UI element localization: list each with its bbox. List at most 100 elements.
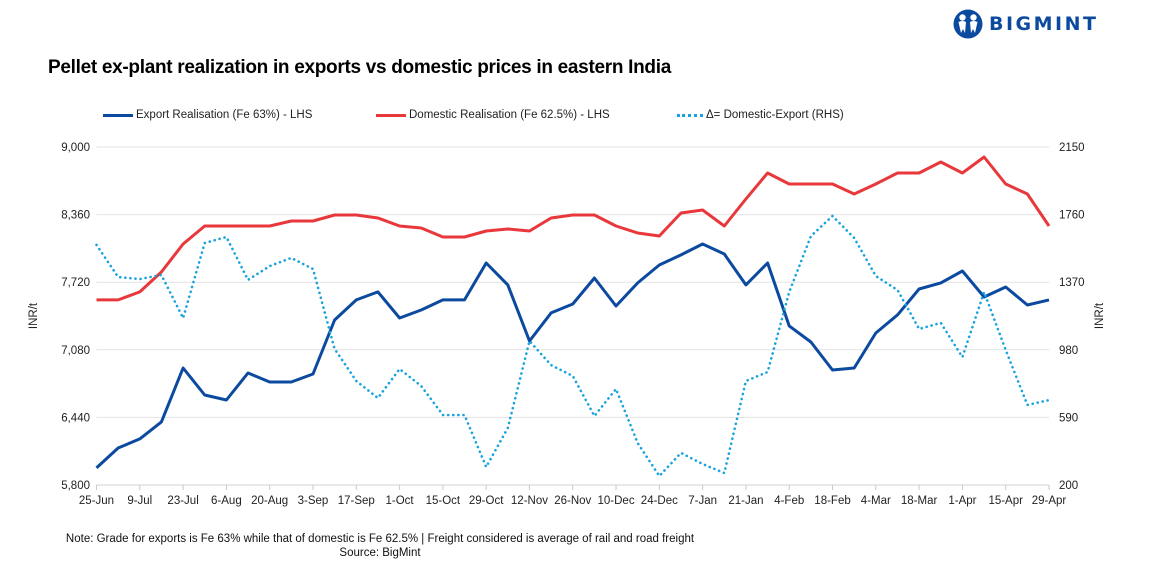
delta-data-point — [95, 243, 99, 247]
export-data-point — [592, 276, 596, 280]
legend-swatch-export — [103, 113, 133, 117]
domestic-data-point — [116, 298, 120, 302]
delta-data-point — [614, 387, 618, 391]
x-tick-label: 29-Oct — [469, 495, 504, 507]
export-series-line — [95, 242, 1050, 470]
x-tick-label: 23-Jul — [167, 495, 198, 507]
delta-data-point — [1025, 403, 1029, 407]
delta-data-point — [311, 267, 315, 271]
export-data-point — [246, 371, 250, 375]
delta-data-point — [571, 374, 575, 378]
domestic-data-point — [463, 235, 467, 239]
export-data-point — [398, 316, 402, 320]
x-tick-label: 15-Oct — [426, 495, 461, 507]
export-data-point — [1004, 285, 1008, 289]
domestic-data-point — [268, 224, 272, 228]
x-tick-label: 9-Jul — [127, 495, 152, 507]
delta-data-point — [203, 241, 207, 245]
export-data-point — [917, 287, 921, 291]
delta-data-point — [766, 370, 770, 374]
y-tick-label-right: 1370 — [1059, 277, 1085, 289]
export-data-point — [95, 466, 99, 470]
y-tick-label-left: 6,440 — [61, 412, 90, 424]
legend-swatch-domestic — [376, 113, 406, 117]
y-tick-label-right: 1760 — [1059, 210, 1085, 222]
export-data-point — [549, 311, 553, 315]
y-tick-label-left: 7,080 — [61, 345, 90, 357]
delta-data-point — [354, 379, 358, 383]
x-tick-label: 15-Apr — [988, 495, 1023, 507]
x-tick-label: 3-Sep — [298, 495, 329, 507]
export-data-point — [138, 437, 142, 441]
delta-data-point — [138, 277, 142, 281]
domestic-data-point — [917, 171, 921, 175]
delta-data-point — [1047, 398, 1051, 402]
delta-data-point — [636, 441, 640, 445]
delta-data-point — [289, 256, 293, 260]
export-data-point — [441, 298, 445, 302]
export-data-point — [701, 242, 705, 246]
delta-data-point — [679, 451, 683, 455]
y-tick-label-left: 9,000 — [61, 142, 90, 154]
domestic-data-point — [527, 229, 531, 233]
domestic-data-point — [809, 182, 813, 186]
export-data-point — [159, 420, 163, 424]
export-data-point — [419, 308, 423, 312]
delta-data-point — [376, 396, 380, 400]
x-tick-label: 1-Oct — [386, 495, 415, 507]
export-data-point — [571, 302, 575, 306]
domestic-data-point — [419, 226, 423, 230]
delta-data-point — [224, 235, 228, 239]
domestic-data-point — [852, 192, 856, 196]
export-data-point — [181, 366, 185, 370]
domestic-data-point — [982, 155, 986, 159]
delta-data-point — [441, 413, 445, 417]
domestic-data-point — [311, 219, 315, 223]
export-data-point — [852, 366, 856, 370]
brand-name: BIGMINT — [989, 13, 1099, 35]
export-data-point — [809, 340, 813, 344]
domestic-data-point — [722, 224, 726, 228]
delta-data-point — [419, 384, 423, 388]
legend-item-domestic: Domestic Realisation (Fe 62.5%) - LHS — [376, 109, 610, 121]
export-data-point — [506, 283, 510, 287]
x-tick-label: 25-Jun — [79, 495, 114, 507]
export-data-point — [679, 253, 683, 257]
export-data-point — [722, 252, 726, 256]
export-data-point — [484, 261, 488, 265]
x-tick-label: 29-Apr — [1032, 495, 1067, 507]
delta-data-point — [982, 290, 986, 294]
domestic-data-point — [787, 182, 791, 186]
export-data-point — [960, 269, 964, 273]
delta-data-point — [484, 465, 488, 469]
domestic-data-point — [1025, 192, 1029, 196]
x-tick-label: 4-Mar — [861, 495, 891, 507]
delta-data-point — [831, 214, 835, 218]
delta-data-point — [917, 327, 921, 331]
export-data-point — [766, 261, 770, 265]
export-data-point — [831, 368, 835, 372]
delta-data-point — [895, 288, 899, 292]
y-tick-label-left: 8,360 — [61, 210, 90, 222]
export-data-point — [744, 283, 748, 287]
domestic-data-point — [181, 242, 185, 246]
domestic-data-point — [203, 224, 207, 228]
bigmint-people-icon — [953, 9, 983, 39]
x-tick-label: 24-Dec — [641, 495, 678, 507]
domestic-data-point — [679, 211, 683, 215]
export-data-point — [657, 263, 661, 267]
legend-item-export: Export Realisation (Fe 63%) - LHS — [103, 109, 312, 121]
domestic-data-point — [744, 197, 748, 201]
delta-data-point — [398, 367, 402, 371]
delta-data-point — [592, 414, 596, 418]
delta-data-point — [874, 274, 878, 278]
legend-label-export: Export Realisation (Fe 63%) - LHS — [136, 109, 313, 121]
delta-data-point — [268, 264, 272, 268]
x-tick-label: 10-Dec — [598, 495, 635, 507]
chart-legend: Export Realisation (Fe 63%) - LHS Domest… — [0, 109, 1152, 127]
y-tick-label-right: 2150 — [1059, 142, 1085, 154]
domestic-data-point — [289, 219, 293, 223]
delta-data-point — [159, 273, 163, 277]
x-tick-label: 18-Mar — [901, 495, 938, 507]
export-data-point — [376, 290, 380, 294]
